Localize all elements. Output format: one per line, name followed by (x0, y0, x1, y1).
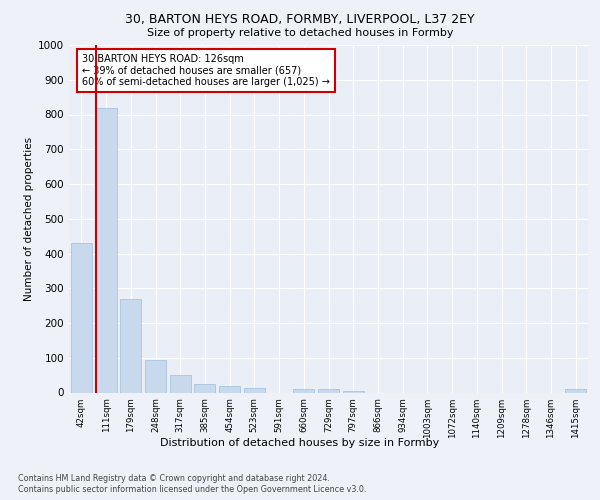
Bar (194, 384, 215, 392)
Text: Size of property relative to detached houses in Formby: Size of property relative to detached ho… (147, 28, 453, 38)
Text: Distribution of detached houses by size in Formby: Distribution of detached houses by size … (160, 438, 440, 448)
Text: Contains public sector information licensed under the Open Government Licence v3: Contains public sector information licen… (18, 485, 367, 494)
Bar (318, 389, 339, 392)
Bar (170, 375, 191, 392)
Text: 30 BARTON HEYS ROAD: 126sqm
← 39% of detached houses are smaller (657)
60% of se: 30 BARTON HEYS ROAD: 126sqm ← 39% of det… (82, 54, 330, 87)
Text: 30, BARTON HEYS ROAD, FORMBY, LIVERPOOL, L37 2EY: 30, BARTON HEYS ROAD, FORMBY, LIVERPOOL,… (125, 12, 475, 26)
Bar (219, 386, 240, 392)
Bar (71, 243, 92, 392)
Bar (145, 360, 166, 392)
Bar (293, 388, 314, 392)
Bar (565, 389, 586, 392)
Bar (95, 108, 116, 393)
Text: Contains HM Land Registry data © Crown copyright and database right 2024.: Contains HM Land Registry data © Crown c… (18, 474, 330, 483)
Bar (120, 298, 141, 392)
Bar (244, 388, 265, 392)
Y-axis label: Number of detached properties: Number of detached properties (24, 136, 34, 301)
